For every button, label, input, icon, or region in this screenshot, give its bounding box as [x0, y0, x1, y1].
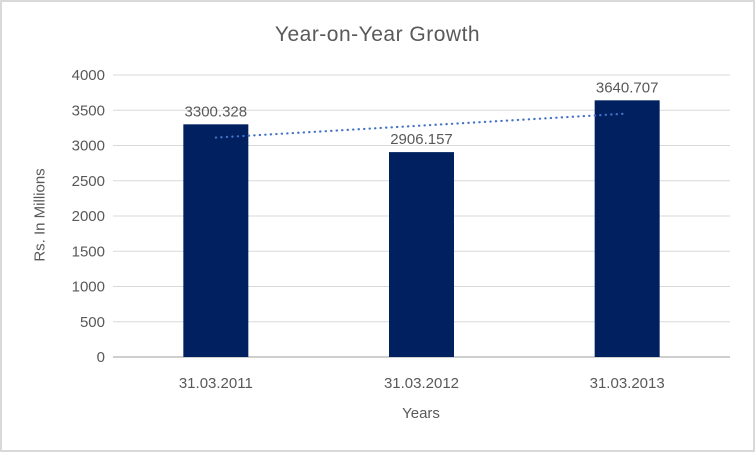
bar-31.03.2013	[594, 100, 660, 358]
y-tick-label: 1000	[72, 279, 105, 296]
y-tick-label: 0	[97, 349, 105, 366]
y-tick-label: 2500	[72, 173, 105, 190]
x-axis-title: Years	[402, 405, 440, 422]
data-label: 2906.157	[390, 131, 453, 148]
y-tick-label: 2000	[72, 208, 105, 225]
data-label: 3300.328	[185, 103, 248, 120]
y-tick-label: 3000	[72, 138, 105, 155]
chart-title: Year-on-Year Growth	[274, 23, 481, 46]
x-tick-label: 31.03.2012	[384, 375, 459, 392]
bar-31.03.2011	[183, 124, 249, 357]
bar-31.03.2012	[389, 152, 454, 357]
x-tick-label: 31.03.2013	[590, 375, 665, 392]
y-tick-label: 1500	[72, 243, 105, 260]
data-label: 3640.707	[596, 79, 659, 96]
y-tick-label: 3500	[72, 102, 105, 119]
x-tick-label: 31.03.2011	[179, 375, 253, 392]
y-tick-label: 500	[80, 314, 105, 331]
y-tick-label: 4000	[72, 67, 105, 84]
